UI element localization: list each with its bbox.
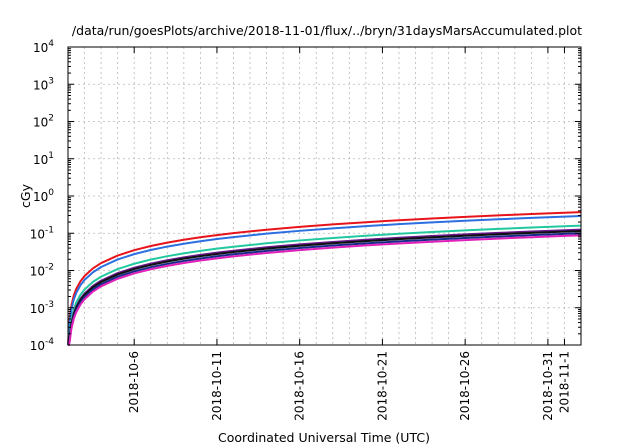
x-tick-label: 2018-10-21 <box>375 351 389 421</box>
x-tick-label: 2018-10-16 <box>293 351 307 421</box>
y-tick-label: 101 <box>33 151 54 167</box>
x-tick-label: 2018-10-6 <box>127 351 141 413</box>
series-line <box>67 224 582 346</box>
y-tick-base: 10 <box>30 302 45 316</box>
y-tick-label: 104 <box>33 39 54 55</box>
y-tick-label: 100 <box>33 188 54 204</box>
y-axis-title: cGy <box>18 183 33 208</box>
x-tick-labels: 2018-10-6 2018-10-11 2018-10-16 2018-10-21 2… <box>127 351 571 421</box>
y-tick-exponent: 4 <box>48 39 54 49</box>
y-tick-exponent: 1 <box>48 151 54 161</box>
chart-title: /data/run/goesPlots/archive/2018-11-01/f… <box>72 23 582 38</box>
y-tick-base: 10 <box>33 41 48 55</box>
y-tick-exponent: 0 <box>48 188 54 198</box>
x-tick-label: 2018-10-26 <box>458 351 472 421</box>
series-line <box>67 232 582 346</box>
y-tick-base: 10 <box>33 190 48 204</box>
x-tick-label: 2018-11-1 <box>557 351 571 413</box>
y-tick-base: 10 <box>33 116 48 130</box>
x-tick-label: 2018-10-31 <box>541 351 555 421</box>
y-tick-label: 10-4 <box>30 337 55 353</box>
x-tick-label: 2018-10-11 <box>210 351 224 421</box>
y-tick-exponent: -4 <box>45 337 54 347</box>
y-tick-label: 10-2 <box>30 263 54 279</box>
grid-lines <box>68 47 581 345</box>
data-series <box>67 211 582 346</box>
y-tick-base: 10 <box>33 78 48 92</box>
y-tick-exponent: -2 <box>45 263 54 273</box>
y-tick-base: 10 <box>33 153 48 167</box>
series-line <box>67 234 582 346</box>
y-tick-label: 10-1 <box>30 225 54 241</box>
y-tick-exponent: -1 <box>45 225 54 235</box>
y-tick-label: 103 <box>33 76 54 92</box>
series-line <box>67 211 582 346</box>
axis-ticks <box>68 46 581 346</box>
y-tick-base: 10 <box>30 227 45 241</box>
y-tick-label: 10-3 <box>30 300 54 316</box>
series-line <box>67 215 582 346</box>
x-axis-title: Coordinated Universal Time (UTC) <box>218 430 430 445</box>
y-tick-base: 10 <box>30 265 45 279</box>
y-tick-exponent: -3 <box>45 300 54 310</box>
y-tick-label: 102 <box>33 114 54 130</box>
y-tick-base: 10 <box>30 339 45 353</box>
y-tick-exponent: 2 <box>48 114 54 124</box>
y-tick-exponent: 3 <box>48 76 54 86</box>
